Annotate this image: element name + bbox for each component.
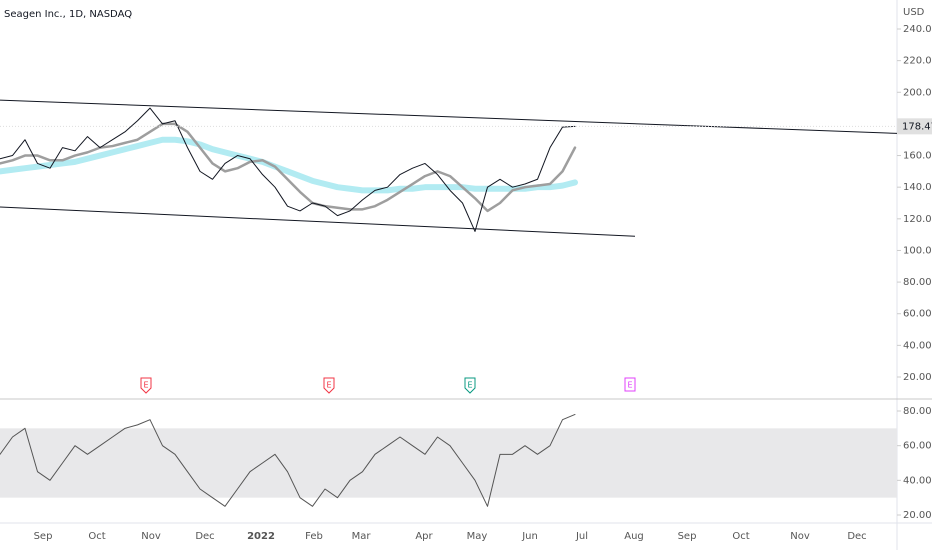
x-tick-label: Oct [88,531,105,542]
y-tick-label: 100.00 [903,245,932,256]
y-tick-label: 240.00 [903,24,932,35]
earnings-label: E [326,381,331,390]
y-tick-label: 160.00 [903,151,932,162]
price-line [0,107,576,232]
y-tick-label: 20.00 [903,372,932,383]
x-tick-label: Sep [678,531,697,542]
x-tick-label: Apr [415,531,433,542]
y-tick-label: 140.00 [903,182,932,193]
last-price-label: 178.47 [902,121,932,132]
earnings-label: E [627,381,632,390]
x-tick-label: Sep [34,531,53,542]
rsi-tick-label: 40.00 [903,475,932,486]
earnings-flag [624,377,636,392]
rsi-band [0,428,897,498]
x-tick-label: Mar [352,531,372,542]
y-tick-label: 220.00 [903,56,932,67]
earnings-flag [464,377,476,394]
x-tick-label: 2022 [247,531,275,542]
currency: USD [903,7,925,18]
y-tick-label: 200.00 [903,87,932,98]
earnings-label: E [467,381,472,390]
chart-title: Seagen Inc., 1D, NASDAQ [4,9,132,20]
x-tick-label: Feb [305,531,323,542]
x-tick-label: Nov [790,531,810,542]
channel-line [0,206,636,237]
y-tick-label: 40.00 [903,340,932,351]
y-tick-label: 80.00 [903,277,932,288]
earnings-label: E [143,381,148,390]
earnings-flag [140,377,152,394]
x-tick-label: Aug [624,531,644,542]
price-line [0,122,577,213]
rsi-tick-label: 20.00 [903,510,932,521]
earnings-markers: E E E E [140,377,636,394]
x-tick-label: Jun [521,531,538,542]
y-tick-label: 60.00 [903,309,932,320]
x-tick-label: Jul [575,531,588,542]
x-tick-label: Oct [732,531,749,542]
x-tick-label: Nov [141,531,161,542]
rsi-tick-label: 80.00 [903,406,932,417]
rsi-tick-label: 60.00 [903,441,932,452]
x-tick-label: Dec [847,531,866,542]
last-price-box [897,118,932,135]
price-line [0,136,578,194]
y-tick-label: 120.00 [903,214,932,225]
x-tick-label: May [467,531,488,542]
rsi-line [0,413,576,507]
earnings-flag [323,377,335,394]
channel-line [0,99,898,134]
x-tick-label: Dec [195,531,214,542]
